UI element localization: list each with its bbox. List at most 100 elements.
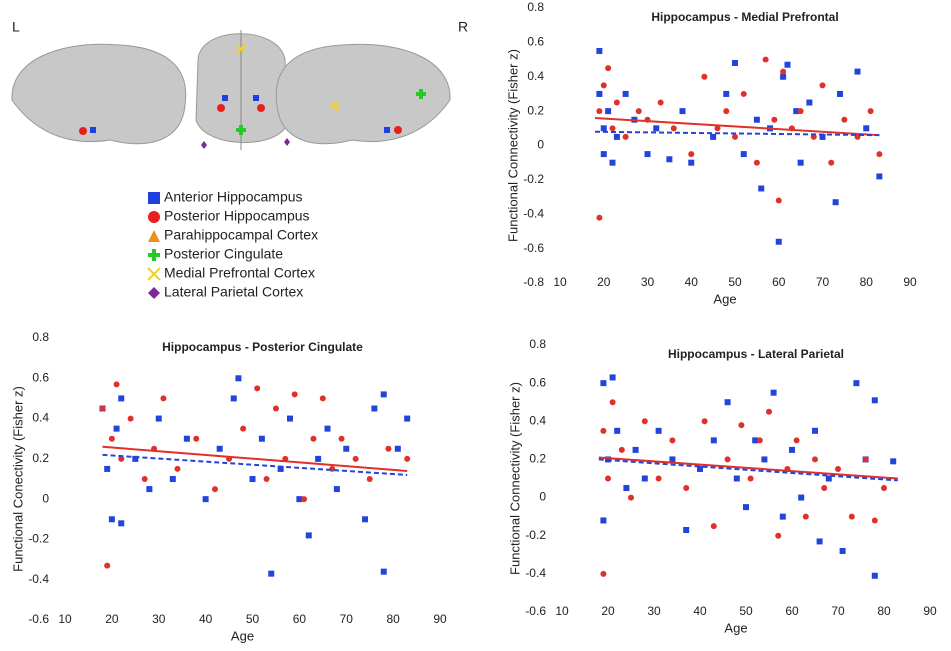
marker-circle bbox=[600, 82, 607, 89]
node bbox=[236, 44, 246, 54]
node bbox=[284, 138, 290, 146]
marker-square bbox=[362, 516, 368, 523]
marker-square bbox=[132, 455, 139, 462]
brain-panel: L R bbox=[11, 19, 468, 150]
marker-square bbox=[837, 90, 843, 97]
y-tick-label: 0 bbox=[537, 138, 544, 152]
marker-circle bbox=[724, 456, 731, 463]
marker-square bbox=[258, 435, 265, 442]
marker-square bbox=[853, 380, 860, 387]
y-tick-label: 0.8 bbox=[529, 337, 546, 351]
marker-square bbox=[371, 405, 378, 412]
marker-circle bbox=[605, 65, 612, 72]
node bbox=[201, 141, 207, 149]
marker-square bbox=[605, 108, 612, 115]
marker-circle bbox=[193, 435, 200, 442]
marker-square bbox=[770, 389, 777, 396]
x-tick-label: 40 bbox=[693, 604, 707, 618]
marker-circle bbox=[628, 494, 634, 501]
marker-circle bbox=[655, 475, 662, 482]
marker-square bbox=[183, 435, 190, 442]
marker-square bbox=[653, 125, 660, 132]
marker-square bbox=[740, 151, 747, 158]
node bbox=[79, 127, 87, 135]
marker-square bbox=[380, 568, 387, 575]
marker-square bbox=[854, 68, 861, 75]
x-tick-label: 70 bbox=[816, 275, 830, 289]
marker-circle bbox=[118, 455, 125, 462]
marker-square bbox=[169, 476, 176, 482]
x-tick-label: 20 bbox=[601, 604, 615, 618]
marker-circle bbox=[775, 532, 782, 539]
marker-circle bbox=[291, 391, 298, 398]
marker-circle bbox=[881, 485, 887, 492]
marker-circle bbox=[352, 455, 359, 462]
marker-circle bbox=[319, 395, 326, 402]
marker-circle bbox=[771, 116, 778, 123]
marker-square bbox=[732, 60, 738, 66]
y-tick-label: 0.6 bbox=[32, 370, 49, 384]
marker-square bbox=[596, 90, 603, 97]
marker-circle bbox=[821, 485, 828, 492]
y-tick-label: 0 bbox=[539, 490, 546, 504]
marker-circle bbox=[835, 465, 841, 472]
marker-square bbox=[819, 133, 826, 140]
marker-circle bbox=[338, 435, 345, 442]
x-tick-label: 60 bbox=[785, 604, 799, 618]
marker-circle bbox=[609, 125, 616, 132]
y-tick-label: 0.4 bbox=[32, 411, 49, 425]
marker-square bbox=[600, 517, 607, 524]
marker-square bbox=[710, 133, 717, 140]
x-tick-label: 20 bbox=[105, 612, 119, 626]
marker-circle bbox=[254, 385, 261, 392]
x-tick-label: 60 bbox=[772, 275, 786, 289]
marker-circle bbox=[701, 73, 708, 80]
marker-square bbox=[871, 572, 878, 579]
marker-circle bbox=[701, 418, 708, 425]
marker-square bbox=[832, 199, 839, 206]
brain-right bbox=[275, 43, 451, 145]
x-tick-label: 40 bbox=[685, 275, 699, 289]
marker-circle bbox=[828, 159, 835, 166]
marker-square bbox=[724, 399, 731, 406]
marker-square bbox=[644, 151, 651, 158]
x-tick-label: 60 bbox=[293, 612, 307, 626]
marker-square bbox=[315, 455, 322, 462]
marker-circle bbox=[762, 56, 769, 63]
marker-circle bbox=[622, 133, 629, 140]
node bbox=[384, 127, 390, 133]
marker-circle bbox=[780, 68, 787, 75]
x-tick-label: 50 bbox=[246, 612, 260, 626]
marker-square bbox=[793, 108, 800, 115]
trend-line bbox=[598, 458, 898, 482]
marker-square bbox=[825, 475, 832, 482]
marker-circle bbox=[600, 427, 607, 434]
marker-square bbox=[118, 395, 125, 402]
y-tick-label: -0.6 bbox=[523, 241, 544, 255]
trend-line bbox=[102, 453, 408, 476]
node bbox=[90, 127, 96, 133]
marker-square bbox=[249, 476, 256, 482]
marker-circle bbox=[108, 435, 115, 442]
marker-square bbox=[797, 159, 804, 166]
node bbox=[416, 89, 426, 99]
trend-line bbox=[598, 456, 898, 480]
marker-circle bbox=[240, 425, 247, 432]
legend-label: Parahippocampal Cortex bbox=[164, 227, 318, 243]
marker-square bbox=[890, 458, 897, 465]
marker-circle bbox=[174, 465, 181, 472]
marker-square bbox=[697, 465, 703, 472]
marker-circle bbox=[723, 108, 730, 115]
marker-square bbox=[679, 108, 686, 115]
marker-plus bbox=[148, 249, 160, 261]
marker-square bbox=[789, 446, 795, 453]
marker-square bbox=[118, 520, 125, 527]
marker-square bbox=[784, 61, 791, 68]
marker-square bbox=[104, 465, 111, 472]
marker-square bbox=[743, 504, 749, 511]
marker-square bbox=[798, 494, 805, 501]
y-tick-label: 0.8 bbox=[32, 330, 49, 344]
marker-square bbox=[202, 496, 209, 503]
marker-square bbox=[614, 427, 621, 434]
x-tick-label: 70 bbox=[340, 612, 354, 626]
